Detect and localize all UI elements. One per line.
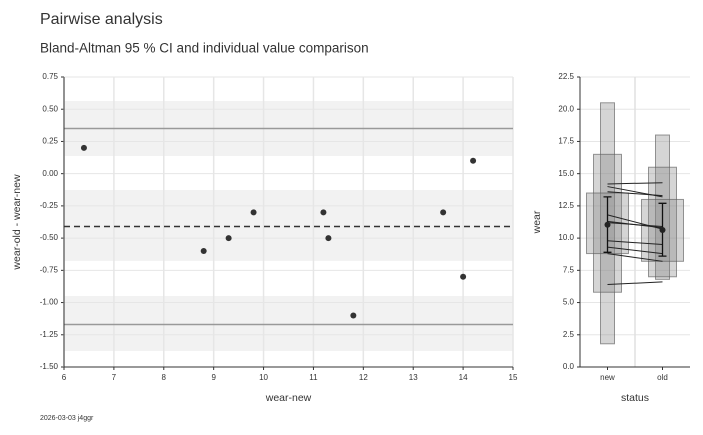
subtitle: Bland-Altman 95 % CI and individual valu… [40, 41, 369, 56]
y-tick-label: -0.75 [40, 265, 59, 274]
point [350, 312, 357, 319]
point [200, 248, 207, 254]
point [250, 209, 257, 216]
mean-point [604, 221, 611, 228]
y-tick-label: 12.5 [558, 201, 574, 210]
pair-line [607, 253, 663, 262]
point [470, 157, 477, 164]
x-tick-label: new [600, 373, 615, 382]
y-tick-label: 0.0 [563, 362, 575, 371]
y-tick-label: 0.00 [42, 169, 58, 178]
y-axis-label: wear [531, 210, 543, 234]
x-tick-label: 13 [409, 373, 418, 382]
y-tick-label: 0.25 [42, 137, 58, 146]
x-tick-label: old [657, 373, 668, 382]
x-tick-label: 8 [162, 373, 167, 382]
point [320, 209, 327, 216]
x-tick-label: 15 [509, 373, 518, 382]
title: Pairwise analysis [40, 11, 163, 28]
y-tick-label: 20.0 [558, 104, 574, 113]
y-tick-label: -0.50 [40, 233, 59, 242]
y-tick-label: 0.50 [42, 104, 58, 113]
x-tick-label: 10 [259, 373, 268, 382]
y-tick-label: 22.5 [558, 72, 574, 81]
pair-line [607, 186, 663, 198]
footer: 2026-03-03 j4ggr [40, 415, 94, 422]
x-axis-label: wear-new [265, 392, 312, 404]
x-tick-label: 12 [359, 373, 368, 382]
pair-line [607, 214, 663, 230]
point [325, 235, 332, 242]
pair-line [607, 281, 663, 286]
point [460, 273, 467, 280]
x-tick-label: 11 [309, 373, 318, 382]
y-tick-label: 7.5 [563, 265, 575, 274]
pair-line [607, 182, 663, 185]
point [80, 144, 87, 151]
y-tick-label: 0.75 [42, 72, 58, 81]
y-tick-label: 10.0 [558, 233, 574, 242]
pair-line [607, 246, 663, 255]
mean-point [659, 226, 666, 233]
ci-band [64, 295, 513, 352]
y-tick-label: 15.0 [558, 169, 574, 178]
y-tick-label: 2.5 [563, 330, 575, 339]
point [225, 235, 232, 242]
x-tick-label: 7 [112, 373, 117, 382]
pair-line [607, 240, 663, 246]
y-tick-label: 5.0 [563, 298, 575, 307]
y-tick-label: -0.25 [40, 201, 59, 210]
y-axis-label: wear-old - wear-new [11, 174, 23, 271]
x-tick-label: 6 [62, 373, 67, 382]
point [440, 209, 447, 216]
ci-band [64, 190, 513, 261]
y-tick-label: -1.25 [40, 330, 59, 339]
y-tick-label: -1.50 [40, 362, 59, 371]
x-tick-label: 9 [211, 373, 216, 382]
x-axis-label: status [621, 392, 649, 404]
x-tick-label: 14 [459, 373, 468, 382]
y-tick-label: -1.00 [40, 298, 59, 307]
y-tick-label: 17.5 [558, 137, 574, 146]
